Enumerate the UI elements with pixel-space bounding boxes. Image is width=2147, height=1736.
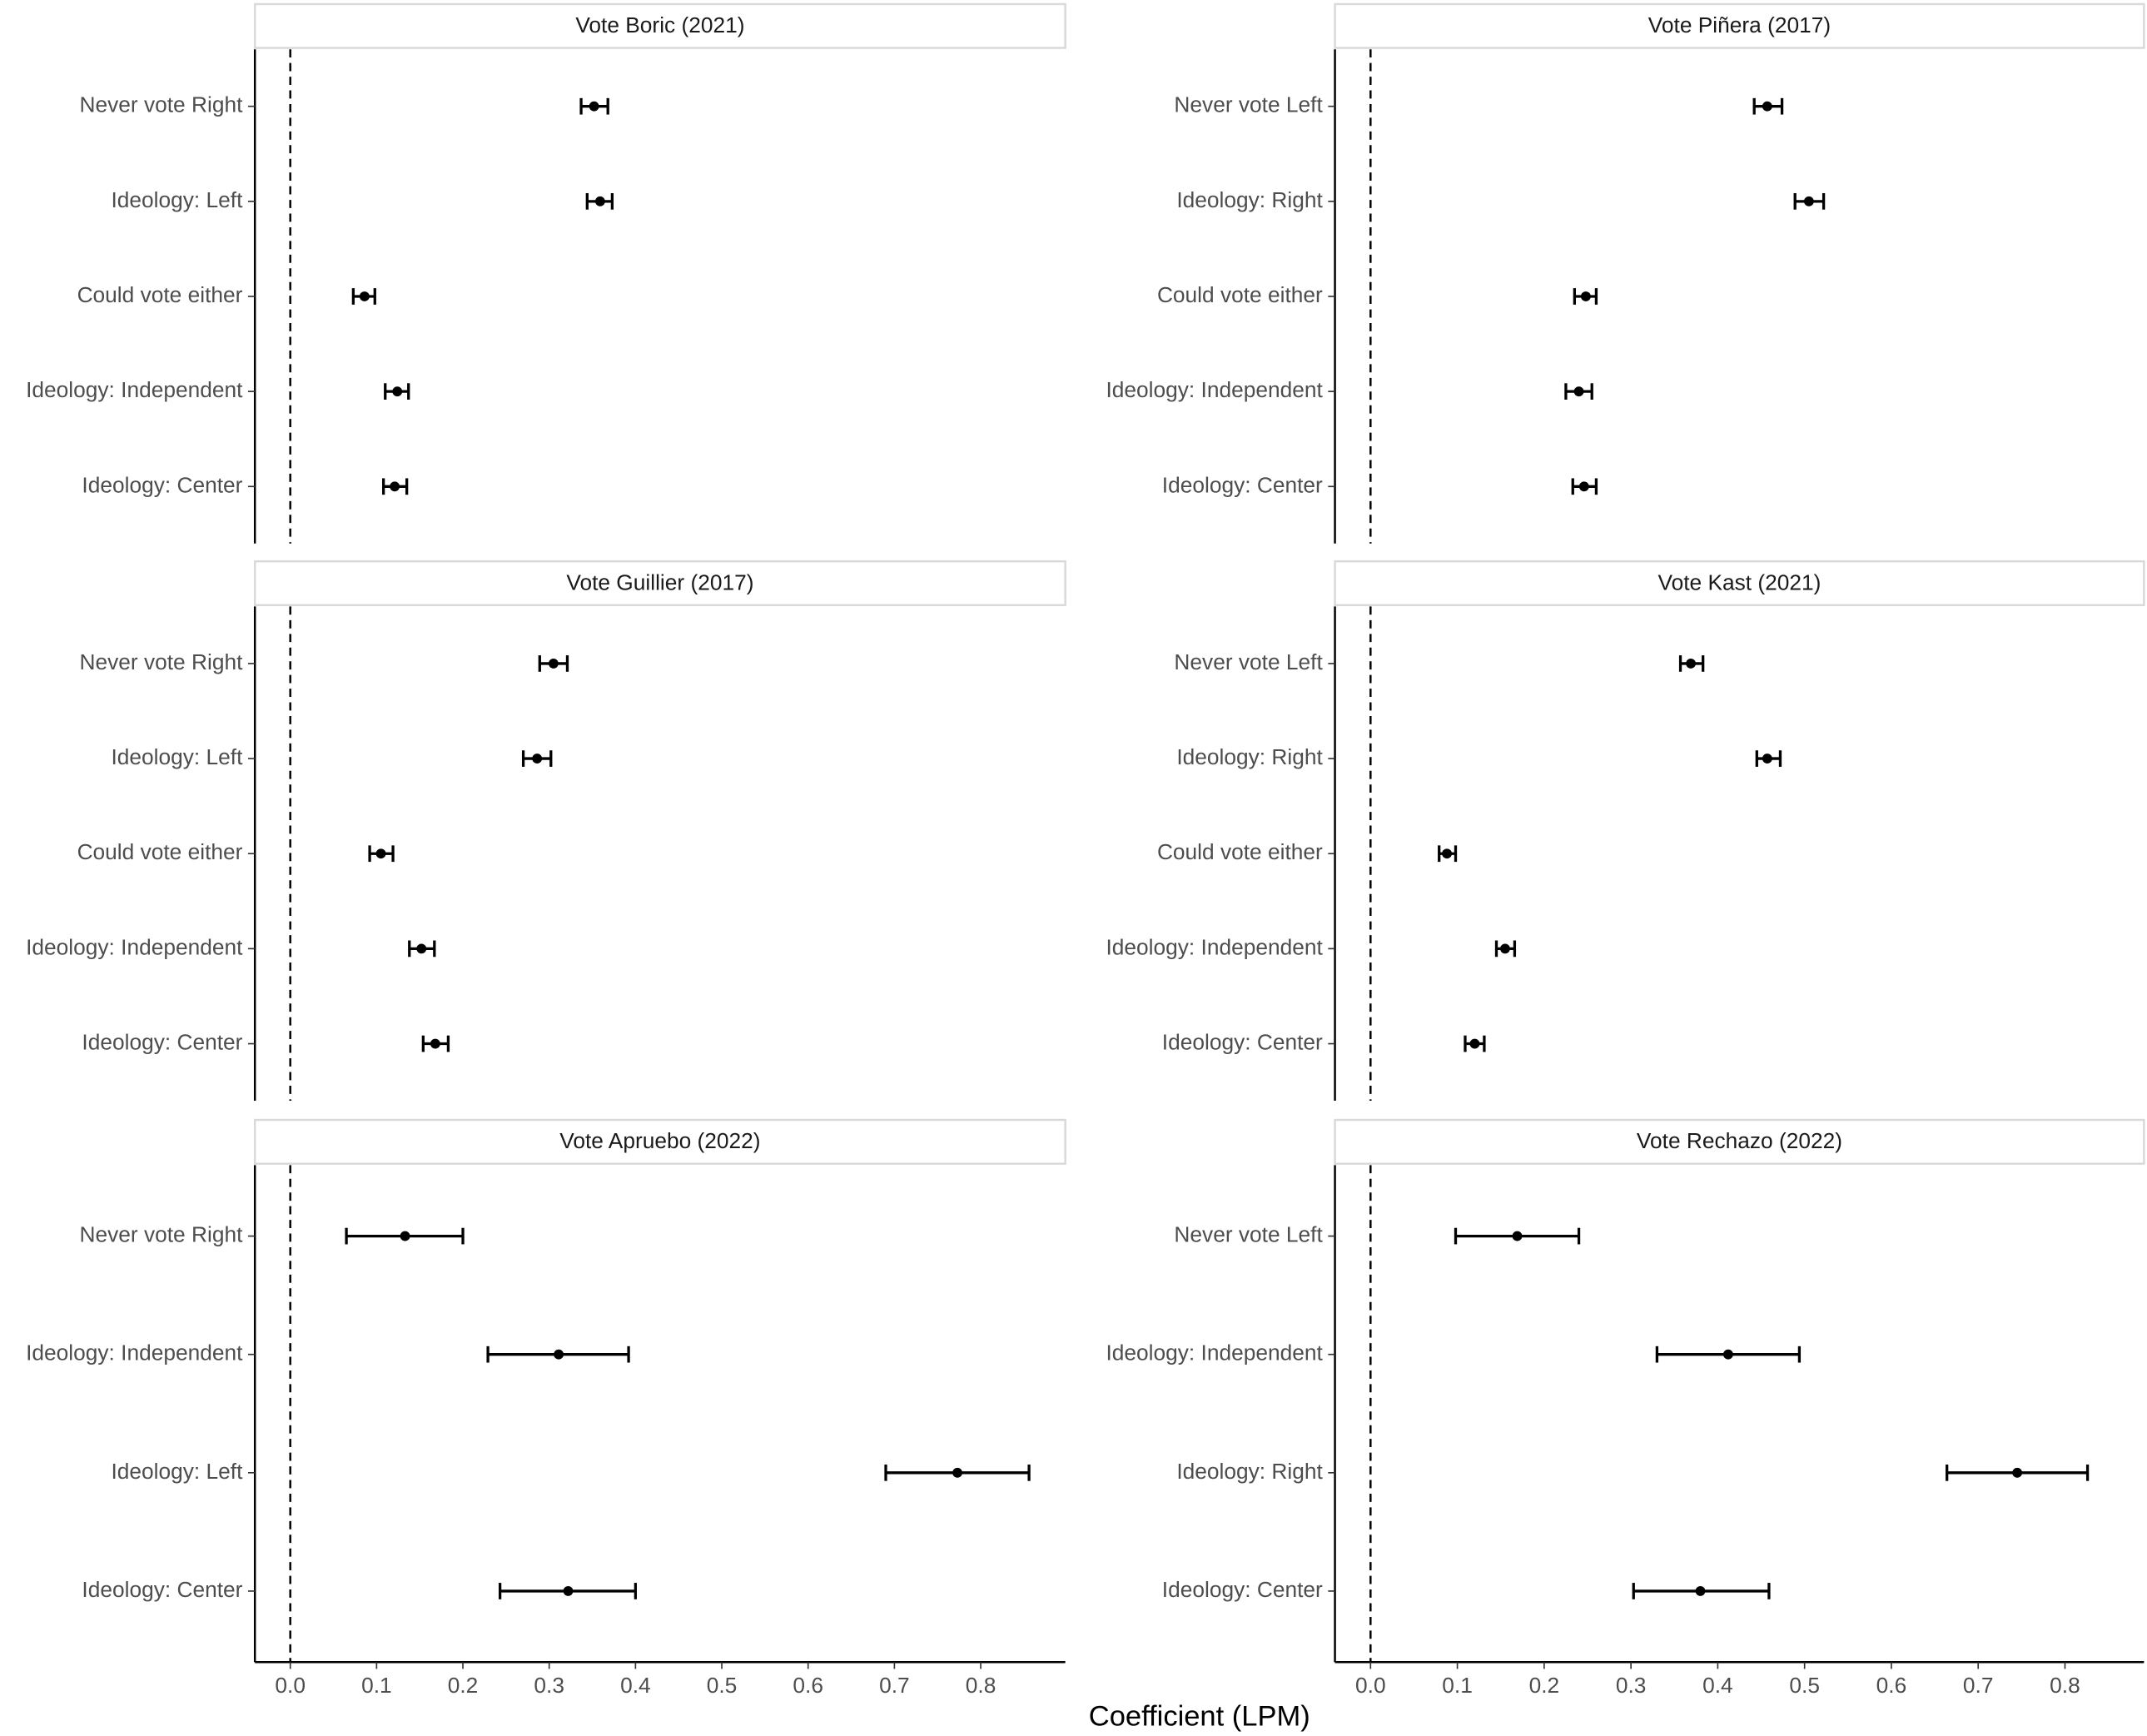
point [1442,848,1452,859]
x-axis-label: Coefficient (LPM) [1089,1701,1310,1733]
panel-title: Vote Guillier (2017) [566,570,753,594]
point [400,1231,410,1241]
point [1578,481,1589,492]
point [563,1586,574,1596]
y-tick-label: Ideology: Right [1176,744,1323,769]
y-tick-label: Could vote either [77,282,243,307]
y-tick-label: Ideology: Independent [26,377,243,402]
strip [253,560,1066,607]
point [1580,291,1591,301]
strip [253,1118,1066,1165]
y-tick-label: Could vote either [1157,839,1323,864]
x-tick-label: 0.7 [879,1673,910,1698]
y-tick-label: Ideology: Center [1162,472,1323,497]
point [532,754,543,764]
point [548,659,559,669]
strip [253,2,1066,49]
panel-title: Vote Kast (2021) [1658,570,1821,594]
y-tick-label: Never vote Left [1174,1222,1323,1247]
strip [1334,1118,2145,1165]
point [375,848,386,859]
point [594,196,605,206]
point [1500,943,1510,954]
y-tick-label: Ideology: Independent [26,934,243,959]
point [1803,196,1814,206]
y-tick-label: Ideology: Left [111,187,243,212]
panel-title: Vote Piñera (2017) [1648,12,1831,37]
x-tick-label: 0.2 [448,1673,479,1698]
x-tick-label: 0.4 [620,1673,651,1698]
point [1722,1349,1733,1360]
y-tick-label: Never vote Right [80,1222,244,1247]
x-tick-label: 0.4 [1702,1673,1733,1698]
panel-title: Vote Apruebo (2022) [559,1128,760,1153]
point [1469,1038,1480,1049]
point [430,1038,440,1049]
x-tick-label: 0.2 [1529,1673,1560,1698]
y-tick-label: Ideology: Left [111,1459,243,1484]
x-tick-label: 0.0 [275,1673,306,1698]
y-tick-label: Ideology: Center [82,1029,242,1054]
y-tick-label: Could vote either [1157,282,1323,307]
y-tick-label: Ideology: Center [82,472,242,497]
y-tick-label: Ideology: Center [1162,1029,1323,1054]
y-tick-label: Never vote Right [80,92,244,117]
point [1762,754,1772,764]
point [952,1467,962,1478]
y-tick-label: Never vote Left [1174,92,1323,117]
y-tick-label: Never vote Left [1174,649,1323,674]
y-tick-label: Ideology: Independent [1106,377,1323,402]
strip [1334,560,2145,607]
x-tick-label: 0.0 [1355,1673,1386,1698]
strip [1334,2,2145,49]
point [589,101,599,112]
y-tick-label: Ideology: Right [1176,1459,1323,1484]
y-tick-label: Ideology: Center [82,1577,242,1602]
point [1573,386,1584,397]
x-tick-label: 0.3 [534,1673,564,1698]
x-tick-label: 0.6 [1876,1673,1907,1698]
x-tick-label: 0.1 [1442,1673,1473,1698]
x-tick-label: 0.5 [707,1673,738,1698]
panel-title: Vote Rechazo (2022) [1637,1128,1842,1153]
x-tick-label: 0.8 [966,1673,996,1698]
point [1512,1231,1523,1241]
point [359,291,370,301]
x-tick-label: 0.6 [793,1673,823,1698]
x-tick-label: 0.1 [361,1673,392,1698]
y-tick-label: Ideology: Center [1162,1577,1323,1602]
point [554,1349,564,1360]
point [1762,101,1772,112]
y-tick-label: Ideology: Independent [1106,1341,1323,1365]
point [416,943,427,954]
x-tick-label: 0.8 [2050,1673,2080,1698]
x-tick-label: 0.3 [1616,1673,1647,1698]
point [1686,659,1696,669]
x-tick-label: 0.7 [1963,1673,1994,1698]
point [1695,1586,1706,1596]
y-tick-label: Could vote either [77,839,243,864]
y-tick-label: Ideology: Independent [1106,934,1323,959]
y-tick-label: Ideology: Independent [26,1341,243,1365]
x-tick-label: 0.5 [1789,1673,1820,1698]
y-tick-label: Ideology: Right [1176,187,1323,212]
panel-title: Vote Boric (2021) [575,12,744,37]
y-tick-label: Never vote Right [80,649,244,674]
point [390,481,400,492]
y-tick-label: Ideology: Left [111,744,243,769]
point [392,386,403,397]
point [2012,1467,2023,1478]
